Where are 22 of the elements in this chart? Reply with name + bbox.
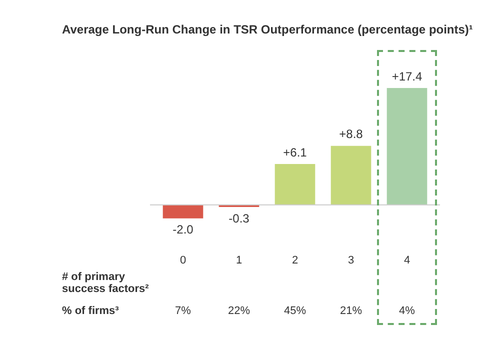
data-label: -0.3 bbox=[228, 211, 250, 226]
x-tick-label: 1 bbox=[236, 254, 242, 266]
x-tick-label: 3 bbox=[348, 254, 354, 266]
data-label: +6.1 bbox=[283, 145, 308, 160]
text: 4% bbox=[399, 305, 416, 318]
data-label: +8.8 bbox=[339, 127, 364, 142]
data-label: -2.0 bbox=[172, 222, 194, 237]
data-label: +17.4 bbox=[392, 69, 422, 84]
text: 45% bbox=[284, 305, 306, 318]
text: 7% bbox=[175, 305, 192, 318]
text: 21% bbox=[340, 305, 362, 318]
x-tick-label: 2 bbox=[292, 254, 298, 266]
bar bbox=[386, 88, 428, 205]
text: % of firms³ bbox=[62, 305, 120, 318]
text: 22% bbox=[228, 305, 250, 318]
x-tick-label: 4 bbox=[404, 254, 410, 266]
x-axis-title: # of primary success factors² bbox=[62, 271, 150, 296]
chart-title: Average Long-Run Change in TSR Outperformance (percentage points)¹ bbox=[62, 22, 473, 36]
bar bbox=[274, 164, 316, 205]
x-tick-label: 0 bbox=[180, 254, 186, 266]
bar bbox=[162, 204, 204, 218]
bar bbox=[330, 146, 372, 205]
